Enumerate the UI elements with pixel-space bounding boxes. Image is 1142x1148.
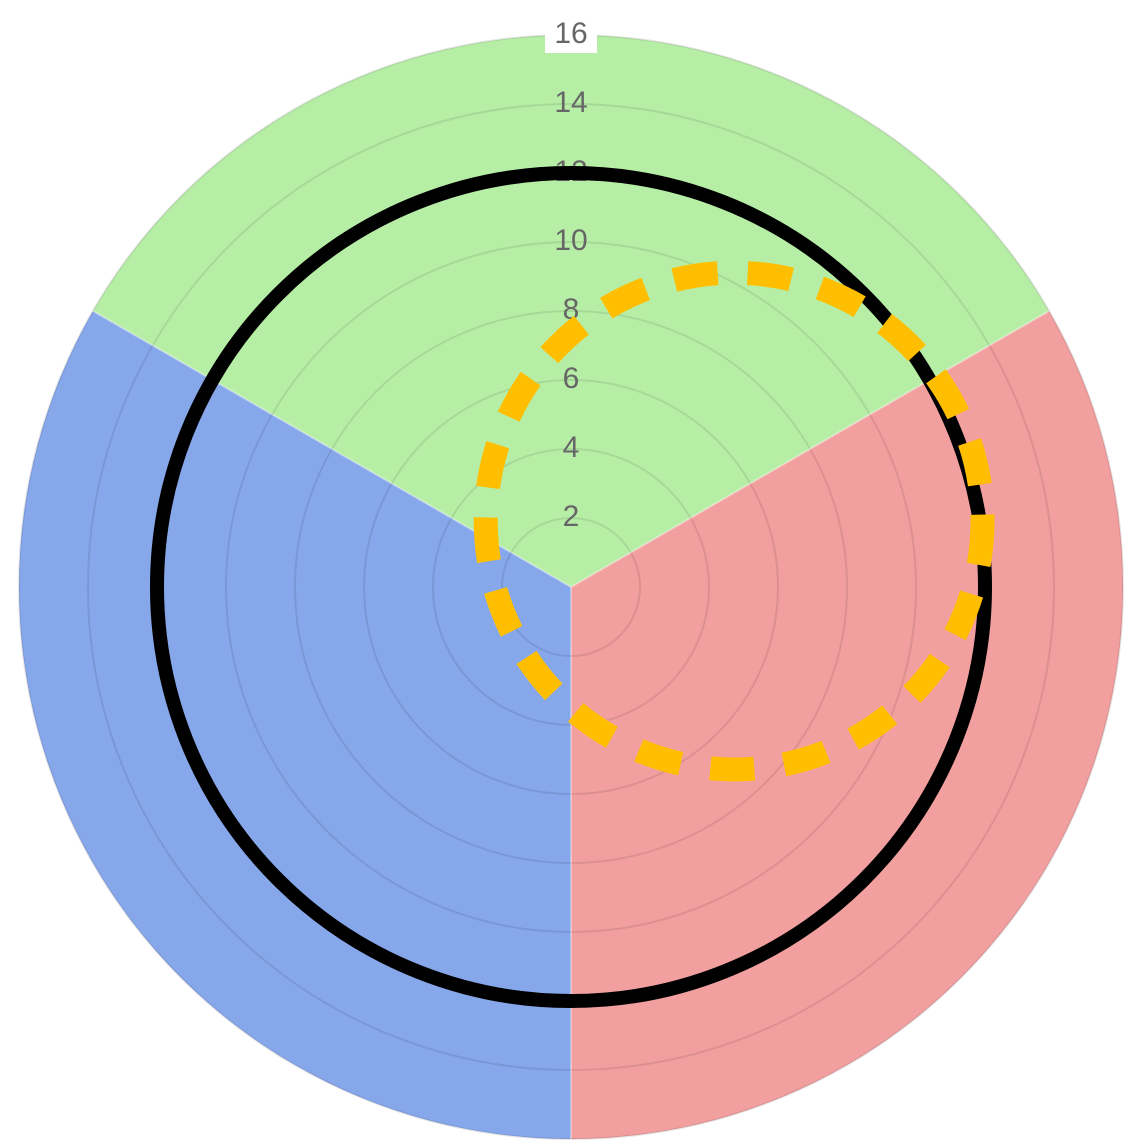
angle-line-3 bbox=[570, 310, 1050, 588]
grid-ring-5 bbox=[225, 241, 917, 933]
tick-label: 16 bbox=[554, 17, 587, 50]
tick-label: 6 bbox=[563, 362, 580, 395]
tick-label: 14 bbox=[554, 86, 587, 119]
grid-ring-7 bbox=[87, 103, 1055, 1071]
tick-label-backdrop bbox=[545, 17, 597, 53]
tick-label: 2 bbox=[563, 500, 580, 533]
tick-label: 10 bbox=[554, 224, 587, 257]
grid-ring-4 bbox=[294, 310, 848, 864]
dashed-circle-overlay bbox=[473, 260, 995, 782]
grid-ring-3 bbox=[363, 379, 779, 795]
tick-label: 4 bbox=[563, 431, 580, 464]
chart-overlays bbox=[150, 166, 995, 1008]
grid-ring-2 bbox=[432, 448, 710, 726]
grid-ring-1 bbox=[501, 517, 641, 657]
solid-circle-overlay bbox=[150, 166, 992, 1008]
